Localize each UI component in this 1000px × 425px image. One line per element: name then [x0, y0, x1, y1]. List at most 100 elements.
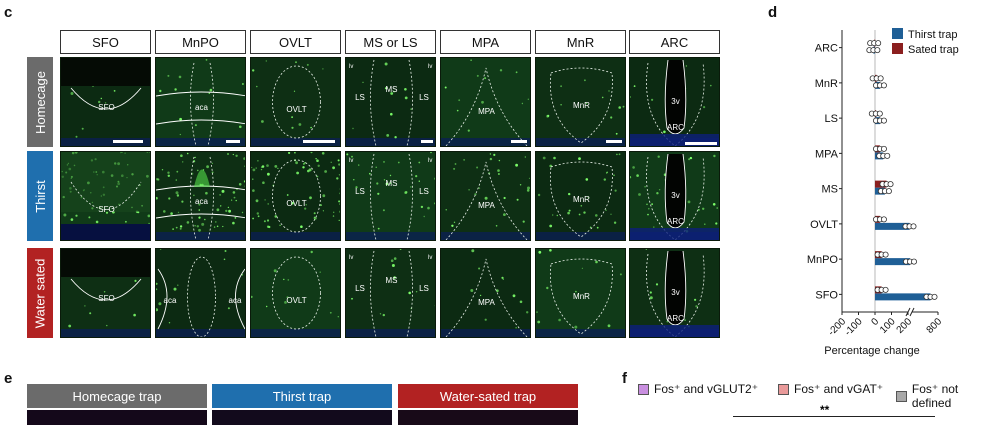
- fos-cell: [339, 192, 340, 195]
- fos-cell: [633, 85, 636, 87]
- tile-background: [441, 249, 530, 337]
- fos-cell: [103, 291, 106, 293]
- fos-cell: [213, 226, 216, 228]
- fos-cell: [267, 172, 270, 176]
- fos-cell: [232, 191, 236, 194]
- fos-cell: [313, 212, 316, 215]
- fos-cell: [113, 90, 116, 92]
- micrograph-tile: OVLT: [250, 248, 341, 338]
- fos-cell: [239, 125, 242, 129]
- data-point: [931, 293, 938, 300]
- fos-cell: [338, 200, 340, 203]
- fos-cell: [515, 163, 518, 167]
- micrograph-tile: aca: [155, 151, 246, 241]
- fos-cell: [279, 224, 281, 227]
- x-tick-label: 800: [925, 316, 945, 336]
- fos-cell: [196, 225, 199, 228]
- fos-cell: [316, 175, 319, 178]
- region-boundary: [646, 156, 705, 240]
- micrograph-image: MPA: [441, 249, 530, 337]
- fos-cell: [484, 77, 487, 80]
- sfo-tissue: [61, 152, 150, 212]
- fos-cell: [601, 96, 604, 99]
- third-ventricle: [665, 60, 686, 134]
- fos-cell: [352, 127, 354, 130]
- micrograph-tile: aca aca: [155, 248, 246, 338]
- fos-cell: [168, 322, 171, 324]
- fos-cell: [454, 163, 457, 165]
- fos-cell: [423, 215, 425, 218]
- fos-cell: [215, 221, 217, 223]
- fos-cell: [182, 161, 184, 163]
- tissue-edge: [536, 138, 625, 146]
- fos-cell: [618, 153, 621, 156]
- fos-cell: [451, 224, 454, 227]
- fos-cell: [156, 288, 158, 291]
- region-label: SFO: [98, 294, 114, 303]
- fos-cell: [410, 108, 412, 110]
- category-label: OVLT: [810, 219, 838, 231]
- column-header: MS or LS: [345, 30, 436, 54]
- fos-cell: [567, 211, 570, 215]
- fos-cell: [702, 207, 705, 210]
- fos-cell: [178, 75, 182, 79]
- fos-cell: [233, 196, 236, 199]
- fos-cell: [528, 177, 530, 179]
- region-label: 3v: [671, 191, 679, 200]
- fos-cell: [484, 196, 488, 200]
- fos-cell: [274, 215, 278, 218]
- region-boundary: [190, 62, 197, 146]
- tile-background: [251, 249, 340, 337]
- region-boundary: [187, 256, 216, 337]
- fos-cell: [339, 203, 340, 206]
- tile-background: [346, 58, 435, 146]
- fos-cell: [277, 167, 279, 169]
- fos-cell: [522, 220, 525, 223]
- fos-cell: [177, 211, 180, 214]
- fos-cell: [168, 197, 171, 200]
- fos-cell: [377, 227, 380, 230]
- fos-cell: [194, 156, 196, 159]
- fos-cell: [339, 188, 340, 190]
- fos-cell: [493, 153, 496, 156]
- fos-cell: [134, 279, 137, 282]
- region-boundary: [70, 181, 142, 210]
- fos-cell: [186, 152, 189, 155]
- fos-cell: [167, 171, 170, 174]
- fos-cell: [606, 172, 608, 174]
- fos-cell: [580, 205, 583, 207]
- region-boundary: [646, 62, 705, 146]
- thirst-trap-image: [212, 410, 392, 425]
- fos-cell: [286, 194, 289, 196]
- region-label: OVLT: [286, 199, 306, 208]
- panel-e-letter: e: [4, 370, 13, 387]
- data-point: [910, 223, 917, 230]
- panel-d-letter: d: [768, 4, 778, 21]
- category-label: MS: [822, 184, 839, 196]
- micrograph-image: MnR: [536, 152, 625, 240]
- fos-cell: [193, 194, 195, 197]
- column-header: ARC: [629, 30, 720, 54]
- data-point: [874, 47, 881, 54]
- category-label: MnPO: [807, 254, 839, 266]
- tissue-edge: [630, 325, 719, 337]
- fos-cell: [198, 216, 201, 219]
- legend-swatch: [778, 383, 789, 395]
- fos-cell: [170, 212, 173, 215]
- micrograph-tile: SFO: [60, 248, 151, 338]
- x-tick-label: 200: [895, 316, 915, 336]
- fos-cell: [497, 169, 500, 172]
- fos-cell: [243, 157, 245, 160]
- fos-cell: [496, 289, 499, 292]
- fos-cell: [608, 90, 610, 92]
- region-label: 3v: [671, 97, 679, 106]
- fos-cell: [174, 88, 177, 91]
- fos-cell: [405, 191, 408, 194]
- fos-cell: [291, 116, 293, 118]
- fos-cell: [393, 276, 396, 279]
- scale-bar: [685, 142, 717, 145]
- fos-cell: [313, 216, 316, 218]
- fos-cell: [175, 226, 178, 229]
- data-point: [882, 286, 889, 293]
- fos-cell: [198, 203, 201, 206]
